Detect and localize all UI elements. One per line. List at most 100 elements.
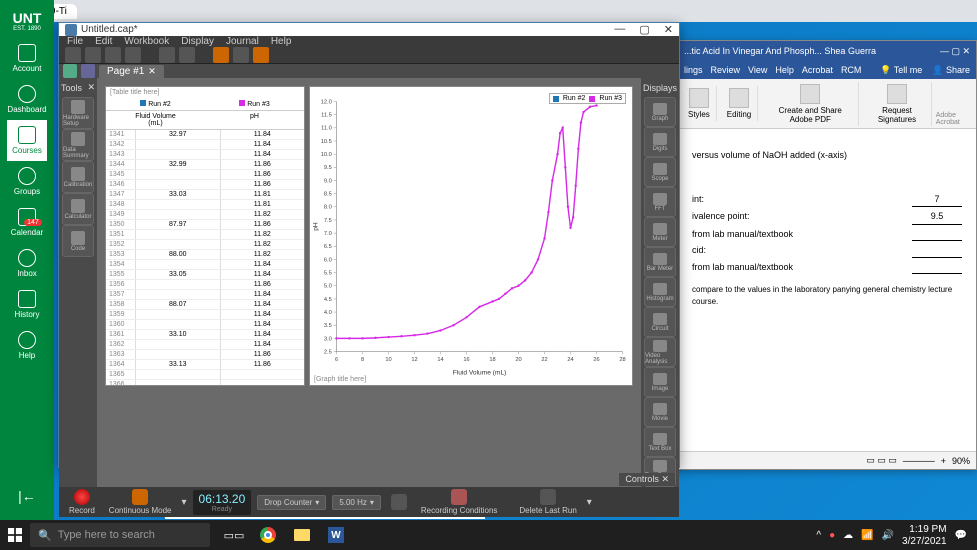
keep-sample-button[interactable] <box>387 492 411 512</box>
toolbar-btn[interactable] <box>253 47 269 63</box>
table-row[interactable]: 135911.84 <box>106 310 304 320</box>
display-movie[interactable]: Movie <box>644 397 676 427</box>
file-explorer-icon[interactable] <box>286 520 318 550</box>
toolbar-btn[interactable] <box>213 47 229 63</box>
word-statusbar[interactable]: ▭ ▭ ▭ ───── + 90% <box>678 451 976 469</box>
volume-icon[interactable]: 🔊 <box>882 530 894 541</box>
system-tray[interactable]: ^ ● ☁ 📶 🔊 1:19 PM3/27/2021 💬 <box>816 523 977 547</box>
tray-icon[interactable]: ● <box>829 530 835 541</box>
close-tab-icon[interactable]: ✕ <box>148 66 156 77</box>
display-digits[interactable]: Digits <box>644 127 676 157</box>
display-video-analysis[interactable]: Video Analysis <box>644 337 676 367</box>
tool-code[interactable]: Code <box>62 225 94 257</box>
tool-calculator[interactable]: Calculator <box>62 193 94 225</box>
word-icon[interactable]: W <box>320 520 352 550</box>
toolbar-btn[interactable] <box>105 47 121 63</box>
palette-close-icon[interactable]: ✕ <box>661 474 669 484</box>
table-row[interactable]: 134911.82 <box>106 210 304 220</box>
page-tab[interactable]: Page #1 ✕ <box>99 65 164 78</box>
graph-display[interactable]: 2.53.03.54.04.55.05.56.06.57.07.58.08.59… <box>309 86 633 386</box>
graph-legend[interactable]: Run #2 Run #3 <box>549 93 626 104</box>
table-row[interactable]: 134811.81 <box>106 200 304 210</box>
data-table[interactable]: [Table title here] Run #2 Run #3 Fluid V… <box>105 86 305 386</box>
display-fft[interactable]: FFT <box>644 187 676 217</box>
continuous-mode-button[interactable]: Continuous Mode <box>105 487 176 517</box>
table-row[interactable]: 136311.86 <box>106 350 304 360</box>
maximize-button[interactable]: ▢ <box>639 23 649 36</box>
capstone-toolbar[interactable] <box>59 47 679 64</box>
windows-taskbar[interactable]: 🔍 Type here to search ▭▭ W ^ ● ☁ 📶 🔊 1:1… <box>0 520 977 550</box>
nav-item-account[interactable]: Account <box>7 38 46 79</box>
notifications-icon[interactable]: 💬 <box>955 530 967 541</box>
tool-calibration[interactable]: Calibration <box>62 161 94 193</box>
table-row[interactable]: 134432.9911.86 <box>106 160 304 170</box>
menu-workbook[interactable]: Workbook <box>124 36 169 47</box>
nav-item-groups[interactable]: Groups <box>7 161 46 202</box>
table-row[interactable]: 136133.1011.84 <box>106 330 304 340</box>
table-row[interactable]: 134611.86 <box>106 180 304 190</box>
table-row[interactable]: 134511.86 <box>106 170 304 180</box>
display-image[interactable]: Image <box>644 367 676 397</box>
start-button[interactable] <box>0 520 30 550</box>
table-row[interactable]: 135211.82 <box>106 240 304 250</box>
word-window-controls[interactable]: — ▢ ✕ <box>940 46 970 57</box>
record-button[interactable]: Record <box>65 487 99 517</box>
table-row[interactable]: 1366 <box>106 380 304 385</box>
nav-item-help[interactable]: Help <box>7 325 46 366</box>
display-scope[interactable]: Scope <box>644 157 676 187</box>
toolbar-btn[interactable] <box>233 47 249 63</box>
capstone-page-tabs[interactable]: Page #1 ✕ <box>59 64 679 78</box>
table-row[interactable]: 135888.0711.84 <box>106 300 304 310</box>
nav-collapse[interactable]: |← <box>0 482 54 510</box>
palette-close-icon[interactable]: ✕ <box>87 82 95 93</box>
menu-help[interactable]: Help <box>271 36 292 47</box>
delete-last-run-button[interactable]: Delete Last Run <box>515 487 580 517</box>
word-ribbon-tabs[interactable]: lingsReviewViewHelpAcrobatRCM 💡 Tell me … <box>678 61 976 79</box>
display-meter[interactable]: Meter <box>644 217 676 247</box>
nav-item-dashboard[interactable]: Dashboard <box>7 79 46 120</box>
tool-data-summary[interactable]: Data Summary <box>62 129 94 161</box>
tray-chevron-icon[interactable]: ^ <box>816 530 821 541</box>
minimize-button[interactable]: — <box>614 23 625 36</box>
nav-item-history[interactable]: History <box>7 284 46 325</box>
toolbar-btn[interactable] <box>179 47 195 63</box>
table-row[interactable]: 135611.86 <box>106 280 304 290</box>
chrome-icon[interactable] <box>252 520 284 550</box>
table-row[interactable]: 134311.84 <box>106 150 304 160</box>
table-row[interactable]: 1365 <box>106 370 304 380</box>
menu-file[interactable]: File <box>67 36 83 47</box>
nav-item-inbox[interactable]: Inbox147 <box>7 243 46 284</box>
toolbar-btn[interactable] <box>159 47 175 63</box>
nav-item-courses[interactable]: Courses <box>7 120 46 161</box>
recording-conditions-button[interactable]: Recording Conditions <box>417 487 502 517</box>
table-row[interactable]: 135711.84 <box>106 290 304 300</box>
table-row[interactable]: 135388.0011.82 <box>106 250 304 260</box>
table-row[interactable]: 135087.9711.86 <box>106 220 304 230</box>
display-histogram[interactable]: Histogram <box>644 277 676 307</box>
display-bar-meter[interactable]: Bar Meter <box>644 247 676 277</box>
task-view-icon[interactable]: ▭▭ <box>218 520 250 550</box>
sample-rate-combo[interactable]: 5.00 Hz▾ <box>332 495 381 510</box>
table-row[interactable]: 135411.84 <box>106 260 304 270</box>
menu-edit[interactable]: Edit <box>95 36 112 47</box>
toolbar-btn[interactable] <box>125 47 141 63</box>
wifi-icon[interactable]: 📶 <box>861 530 873 541</box>
table-row[interactable]: 134132.9711.84 <box>106 130 304 140</box>
table-row[interactable]: 134211.84 <box>106 140 304 150</box>
close-button[interactable]: ✕ <box>664 23 673 36</box>
table-row[interactable]: 136011.84 <box>106 320 304 330</box>
table-row[interactable]: 135533.0511.84 <box>106 270 304 280</box>
toolbar-btn[interactable] <box>65 47 81 63</box>
display-circuit[interactable]: Circuit <box>644 307 676 337</box>
tool-hardware-setup[interactable]: Hardware Setup <box>62 97 94 129</box>
word-ribbon[interactable]: StylesEditingCreate and Share Adobe PDFR… <box>678 79 976 129</box>
menu-journal[interactable]: Journal <box>226 36 259 47</box>
menu-display[interactable]: Display <box>181 36 214 47</box>
capstone-menubar[interactable]: File Edit Workbook Display Journal Help <box>59 36 679 47</box>
palette-close-icon[interactable]: ✕ <box>681 82 689 93</box>
table-row[interactable]: 136211.84 <box>106 340 304 350</box>
tray-icon[interactable]: ☁ <box>843 530 853 541</box>
toolbar-btn[interactable] <box>85 47 101 63</box>
display-graph[interactable]: Graph <box>644 97 676 127</box>
display-text-box[interactable]: Text Box <box>644 427 676 457</box>
